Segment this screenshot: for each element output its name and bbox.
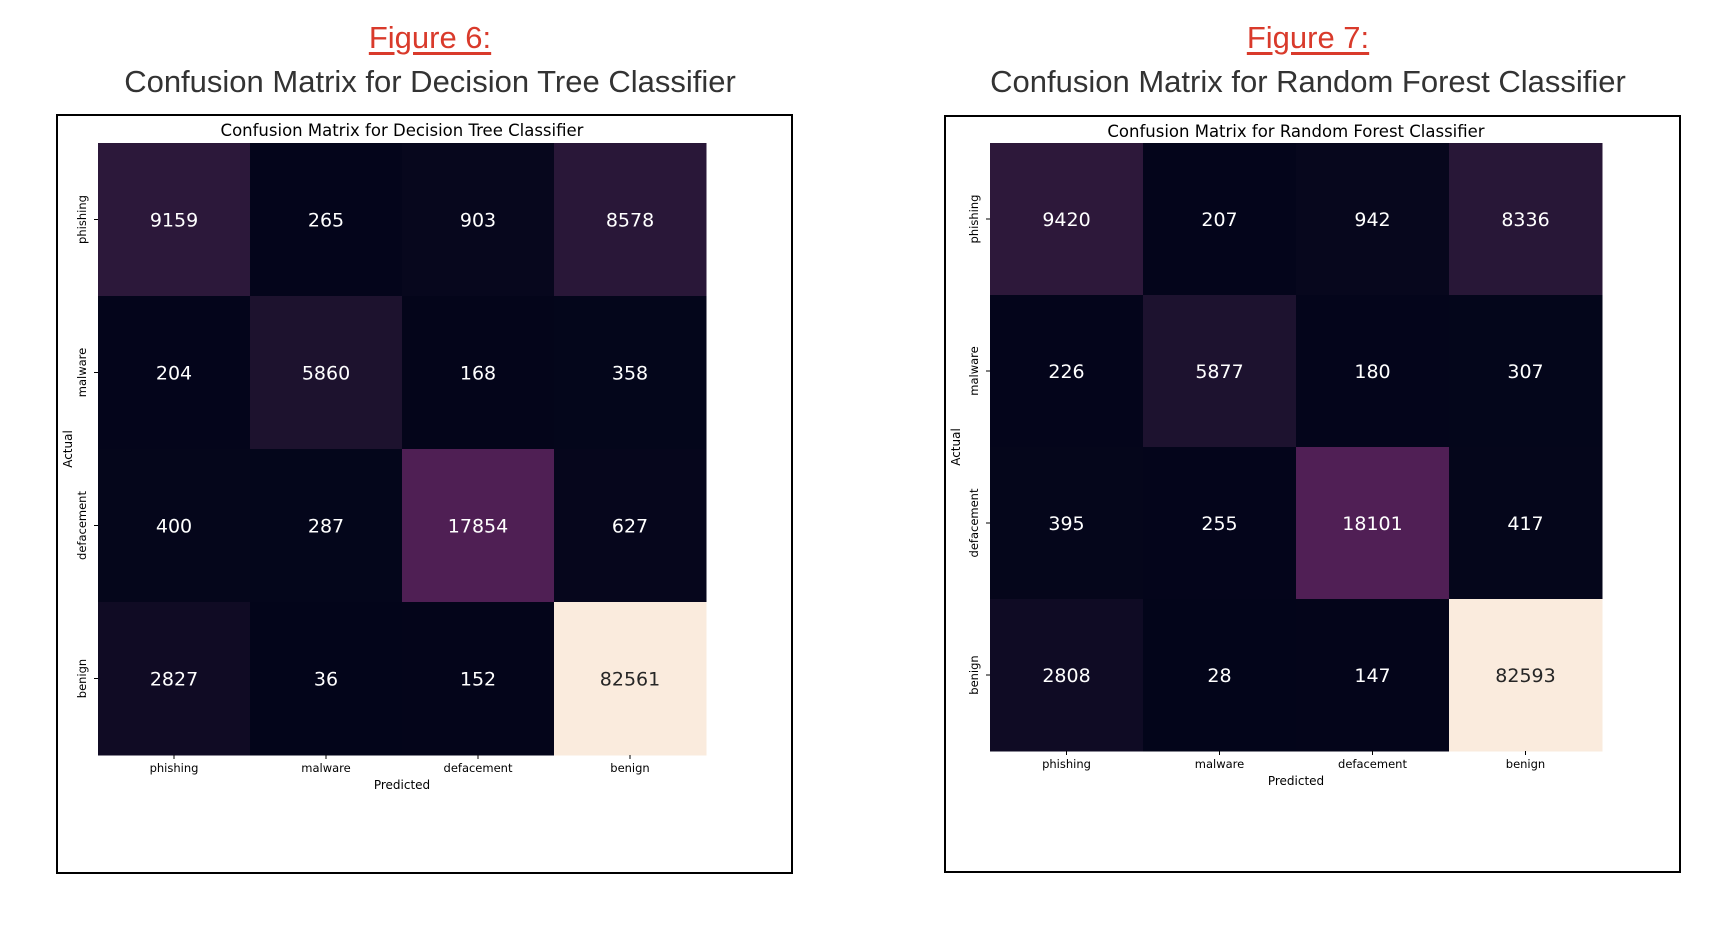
heatmap-cell-phishing-defacement: [1296, 143, 1450, 296]
heatmap-cell-benign-defacement: [402, 602, 555, 756]
cell-value-label: 18101: [1342, 513, 1402, 535]
heatmap-cell-benign-benign: [554, 602, 707, 756]
cell-value-label: 307: [1507, 361, 1543, 383]
cell-value-label: 5860: [302, 363, 350, 385]
heatmap-cell-benign-malware: [250, 602, 403, 756]
y-tick-label: phishing: [967, 195, 981, 244]
x-tick-label: phishing: [150, 761, 199, 775]
heatmap-cell-malware-malware: [250, 296, 403, 450]
cell-value-label: 903: [460, 210, 496, 232]
cell-value-label: 255: [1201, 513, 1237, 535]
heatmap-cell-benign-phishing: [98, 602, 251, 756]
heatmap-cell-defacement-phishing: [98, 449, 251, 603]
cell-value-label: 395: [1048, 513, 1084, 535]
heatmap-cell-phishing-malware: [250, 143, 403, 297]
cell-value-label: 82561: [600, 669, 660, 691]
heatmap-cell-defacement-benign: [1449, 447, 1603, 600]
heatmap-cell-defacement-defacement: [1296, 447, 1450, 600]
cell-value-label: 942: [1354, 209, 1390, 231]
heatmap-cell-defacement-defacement: [402, 449, 555, 603]
cell-value-label: 207: [1201, 209, 1237, 231]
cell-value-label: 287: [308, 516, 344, 538]
cell-value-label: 36: [314, 669, 338, 691]
random-forest-confusion-matrix: Confusion Matrix for Random Forest Class…: [949, 122, 1603, 788]
x-tick-label: defacement: [1338, 757, 1407, 771]
x-tick-label: malware: [1195, 757, 1244, 771]
heatmap-cell-malware-defacement: [402, 296, 555, 450]
cell-value-label: 265: [308, 210, 344, 232]
heatmap-cell-phishing-defacement: [402, 143, 555, 297]
heatmap-cell-defacement-malware: [250, 449, 403, 603]
x-axis-label: Predicted: [374, 778, 430, 792]
cell-value-label: 168: [460, 363, 496, 385]
figure-7-chart-frame: Confusion Matrix for Random Forest Class…: [944, 115, 1681, 873]
cell-value-label: 8578: [606, 210, 654, 232]
x-tick-label: defacement: [444, 761, 513, 775]
y-tick-label: defacement: [75, 491, 89, 560]
cell-value-label: 204: [156, 363, 192, 385]
cell-value-label: 82593: [1495, 665, 1555, 687]
figure-7-label: Figure 7:: [1246, 20, 1370, 55]
cell-value-label: 9159: [150, 210, 198, 232]
heatmap-cell-malware-malware: [1143, 295, 1297, 448]
cell-value-label: 180: [1354, 361, 1390, 383]
cell-value-label: 2808: [1042, 665, 1090, 687]
heatmap-cell-benign-defacement: [1296, 599, 1450, 752]
heatmap-cell-phishing-phishing: [990, 143, 1144, 296]
chart-title: Confusion Matrix for Decision Tree Class…: [221, 121, 584, 140]
figure-6-label: Figure 6:: [368, 20, 492, 55]
y-tick-label: malware: [75, 348, 89, 397]
cell-value-label: 400: [156, 516, 192, 538]
heatmap-cell-benign-malware: [1143, 599, 1297, 752]
figure-6-caption: Confusion Matrix for Decision Tree Class…: [124, 64, 736, 99]
cell-value-label: 28: [1207, 665, 1231, 687]
y-tick-label: defacement: [967, 488, 981, 557]
cell-value-label: 147: [1354, 665, 1390, 687]
y-axis-label: Actual: [949, 428, 963, 466]
heatmap-cell-malware-phishing: [990, 295, 1144, 448]
heatmap-cell-benign-benign: [1449, 599, 1603, 752]
heatmap-cell-phishing-benign: [1449, 143, 1603, 296]
heatmap-cell-benign-phishing: [990, 599, 1144, 752]
x-tick-label: benign: [610, 761, 649, 775]
cell-value-label: 152: [460, 669, 496, 691]
heatmap-cell-defacement-malware: [1143, 447, 1297, 600]
decision-tree-confusion-matrix: Confusion Matrix for Decision Tree Class…: [61, 121, 707, 792]
cell-value-label: 9420: [1042, 209, 1090, 231]
y-tick-label: benign: [967, 655, 981, 694]
figure-7-caption: Confusion Matrix for Random Forest Class…: [990, 64, 1626, 99]
cell-value-label: 627: [612, 516, 648, 538]
heatmap-cell-phishing-malware: [1143, 143, 1297, 296]
y-tick-label: phishing: [75, 195, 89, 244]
cell-value-label: 5877: [1195, 361, 1243, 383]
cell-value-label: 17854: [448, 516, 508, 538]
heatmap-cell-phishing-phishing: [98, 143, 251, 297]
chart-title: Confusion Matrix for Random Forest Class…: [1107, 122, 1484, 141]
cell-value-label: 358: [612, 363, 648, 385]
y-axis-label: Actual: [61, 430, 75, 468]
heatmap-cell-malware-phishing: [98, 296, 251, 450]
cell-value-label: 417: [1507, 513, 1543, 535]
y-tick-label: benign: [75, 659, 89, 698]
cell-value-label: 8336: [1501, 209, 1549, 231]
heatmap-cell-defacement-phishing: [990, 447, 1144, 600]
heatmap-cell-malware-benign: [1449, 295, 1603, 448]
heatmap-cell-phishing-benign: [554, 143, 707, 297]
figure-6-chart-frame: Confusion Matrix for Decision Tree Class…: [56, 114, 793, 874]
heatmap-cell-malware-benign: [554, 296, 707, 450]
heatmap-cell-defacement-benign: [554, 449, 707, 603]
x-tick-label: malware: [301, 761, 350, 775]
y-tick-label: malware: [967, 346, 981, 395]
x-tick-label: phishing: [1042, 757, 1091, 771]
cell-value-label: 226: [1048, 361, 1084, 383]
heatmap-cell-malware-defacement: [1296, 295, 1450, 448]
x-axis-label: Predicted: [1268, 774, 1324, 788]
x-tick-label: benign: [1506, 757, 1545, 771]
cell-value-label: 2827: [150, 669, 198, 691]
